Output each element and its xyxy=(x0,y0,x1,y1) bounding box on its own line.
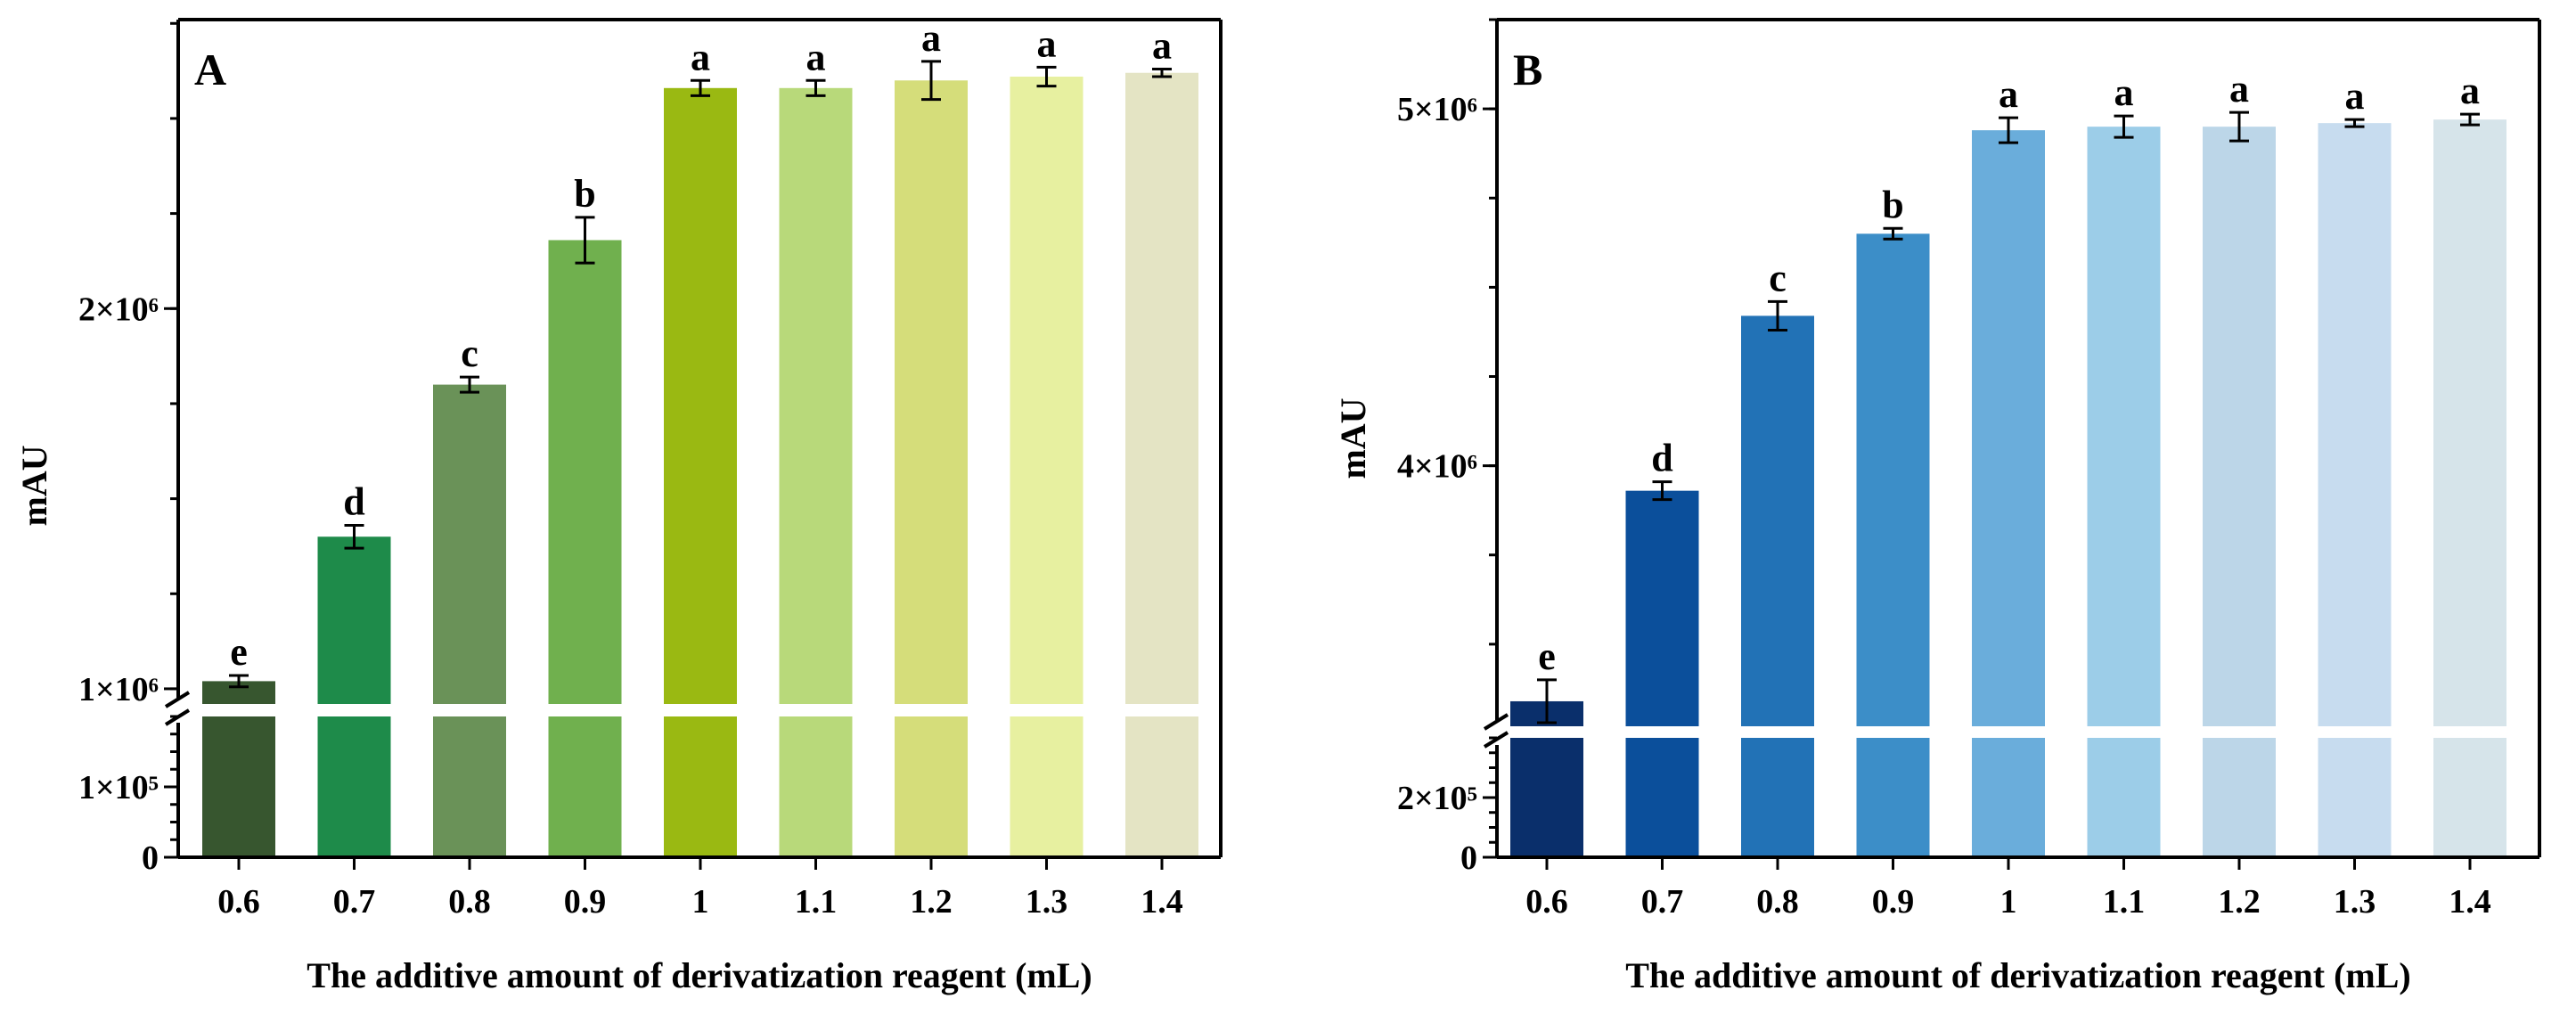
significance-label-0.6: e xyxy=(1538,634,1556,678)
x-tick-label-1.1: 1.1 xyxy=(795,883,838,921)
significance-label-0.8: c xyxy=(461,332,478,375)
bar-lower-0.8 xyxy=(433,716,506,857)
bar-lower-1.1 xyxy=(779,716,853,857)
panel-label: B xyxy=(1513,45,1542,94)
significance-label-1.4: a xyxy=(1152,23,1172,67)
bar-lower-1 xyxy=(664,716,737,857)
significance-label-1.3: a xyxy=(2345,74,2365,118)
x-tick-label-0.9: 0.9 xyxy=(1872,883,1915,921)
axis-break-mark-1 xyxy=(1483,713,1509,731)
bar-lower-1.3 xyxy=(1010,716,1084,857)
panel-b: e 0.6 d 0.7 c 0.8 b 0.9 a 1 a 1.1 a 1.2 a 1.3 a 1.4 0 2×10⁵… xyxy=(1333,18,2541,995)
y-tick-label: 5×10⁶ xyxy=(1397,91,1477,128)
y-tick-label: 2×10⁵ xyxy=(1397,780,1477,817)
x-tick-label-1.1: 1.1 xyxy=(2103,883,2146,921)
bar-lower-1 xyxy=(1972,738,2045,857)
bar-0.9 xyxy=(1856,233,1930,726)
bar-1.1 xyxy=(2087,127,2161,727)
x-tick-label-1.3: 1.3 xyxy=(1026,883,1068,921)
x-tick-label-1: 1 xyxy=(2000,883,2017,921)
x-axis-title: The additive amount of derivatization re… xyxy=(1625,955,2410,995)
bar-lower-0.6 xyxy=(1510,738,1583,857)
bar-lower-0.9 xyxy=(1856,738,1930,857)
x-tick-label-0.7: 0.7 xyxy=(333,883,376,921)
significance-label-0.9: b xyxy=(1882,183,1903,226)
x-tick-label-1.2: 1.2 xyxy=(2218,883,2261,921)
bar-0.8 xyxy=(1741,315,1814,726)
axis-break-mark-1 xyxy=(164,691,191,708)
bar-1.2 xyxy=(895,80,968,705)
panel-label: A xyxy=(194,45,226,94)
x-tick-label-0.6: 0.6 xyxy=(1525,883,1568,921)
bar-1.4 xyxy=(2433,119,2506,726)
bar-lower-0.8 xyxy=(1741,738,1814,857)
significance-label-0.6: e xyxy=(230,630,248,674)
x-tick-label-0.7: 0.7 xyxy=(1641,883,1684,921)
significance-label-0.7: d xyxy=(343,479,364,523)
x-tick-label-1.4: 1.4 xyxy=(1141,883,1183,921)
bar-1.3 xyxy=(2318,123,2392,726)
y-tick-label: 1×10⁵ xyxy=(78,769,159,806)
bar-1.3 xyxy=(1010,77,1084,704)
bar-lower-0.7 xyxy=(317,716,391,857)
significance-label-1.1: a xyxy=(2114,70,2134,114)
significance-label-1.2: a xyxy=(921,16,941,60)
significance-label-1.2: a xyxy=(2229,67,2249,111)
x-axis-title: The additive amount of derivatization re… xyxy=(307,955,1092,995)
significance-label-0.8: c xyxy=(1769,256,1787,299)
significance-label-1.3: a xyxy=(1037,21,1057,65)
x-tick-label-1.4: 1.4 xyxy=(2449,883,2491,921)
bar-1 xyxy=(1972,130,2045,727)
x-tick-label-0.8: 0.8 xyxy=(1756,883,1799,921)
y-axis-title: mAU xyxy=(14,445,54,526)
y-tick-label: 0 xyxy=(1460,839,1477,877)
x-tick-label-1: 1 xyxy=(692,883,709,921)
y-tick-label: 1×10⁶ xyxy=(78,671,159,708)
axis-break-gap xyxy=(180,704,1219,716)
bar-lower-1.2 xyxy=(895,716,968,857)
bar-lower-0.6 xyxy=(202,716,275,857)
significance-label-0.9: b xyxy=(574,172,595,216)
significance-label-1.4: a xyxy=(2460,69,2480,112)
bar-lower-1.2 xyxy=(2203,738,2276,857)
significance-label-0.7: d xyxy=(1651,437,1672,480)
bar-1.1 xyxy=(779,87,853,705)
bar-0.9 xyxy=(548,240,622,704)
x-tick-label-0.9: 0.9 xyxy=(564,883,607,921)
y-tick-label: 0 xyxy=(142,839,159,877)
bar-lower-1.3 xyxy=(2318,738,2392,857)
bar-1.2 xyxy=(2203,127,2276,727)
x-tick-label-1.2: 1.2 xyxy=(910,883,953,921)
significance-label-1: a xyxy=(691,35,710,78)
significance-label-1.1: a xyxy=(806,35,826,78)
axis-break-gap xyxy=(1499,726,2538,738)
bar-lower-1.4 xyxy=(1125,716,1198,857)
bar-0.8 xyxy=(433,384,506,704)
panel-a: e 0.6 d 0.7 c 0.8 b 0.9 a 1 a 1.1 a 1.2 a 1.3 a 1.4 0 1×10⁵… xyxy=(14,16,1223,995)
significance-label-1: a xyxy=(1999,72,2018,116)
bar-lower-0.9 xyxy=(548,716,622,857)
x-tick-label-1.3: 1.3 xyxy=(2334,883,2376,921)
y-tick-label: 4×10⁶ xyxy=(1397,448,1477,486)
bar-lower-0.7 xyxy=(1625,738,1699,857)
y-tick-label: 2×10⁶ xyxy=(78,291,159,328)
bar-1 xyxy=(664,87,737,705)
x-tick-label-0.6: 0.6 xyxy=(217,883,260,921)
y-axis-title: mAU xyxy=(1333,397,1373,479)
axis-break-mark-2 xyxy=(1483,731,1509,749)
bar-1.4 xyxy=(1125,72,1198,704)
bar-0.7 xyxy=(1625,490,1699,726)
x-tick-label-0.8: 0.8 xyxy=(448,883,491,921)
bar-lower-1.4 xyxy=(2433,738,2506,857)
bar-0.7 xyxy=(317,536,391,704)
bar-lower-1.1 xyxy=(2087,738,2161,857)
